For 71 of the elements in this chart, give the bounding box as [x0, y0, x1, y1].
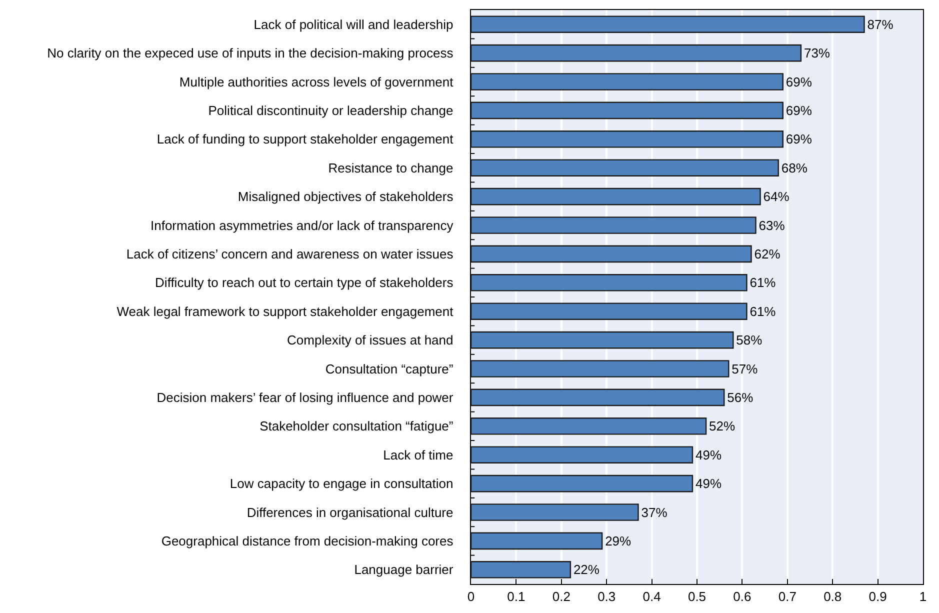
x-tick-label: 0.1	[507, 588, 526, 604]
y-tick-label: Low capacity to engage in consultation	[230, 476, 454, 492]
bar	[471, 216, 756, 234]
data-label: 56%	[727, 390, 754, 405]
y-tick-label: No clarity on the expeced use of inputs in the decision-making process	[47, 46, 454, 61]
data-label: 52%	[709, 418, 736, 434]
x-tick-label: 0.2	[552, 588, 570, 604]
y-tick-label: Consultation “capture”	[325, 361, 454, 376]
bar	[471, 504, 639, 521]
bar	[471, 532, 603, 550]
x-tick-label: 0.4	[642, 588, 661, 604]
bar	[471, 331, 734, 349]
x-tick-label: 0.7	[778, 588, 796, 604]
data-label: 87%	[867, 16, 894, 32]
data-label: 69%	[786, 74, 812, 90]
bar	[471, 159, 779, 176]
y-tick-label: Decision makers’ fear of losing influence and power	[156, 390, 454, 405]
data-label: 49%	[695, 476, 722, 492]
data-label: 73%	[804, 46, 830, 61]
bar	[471, 73, 784, 90]
y-tick-label: Multiple authorities across levels of government	[179, 74, 454, 90]
y-tick-label: Complexity of issues at hand	[287, 332, 454, 348]
data-label: 61%	[750, 304, 776, 319]
data-label: 68%	[781, 160, 808, 176]
y-tick-label: Lack of time	[383, 447, 454, 462]
y-tick-label: Misaligned objectives of stakeholders	[238, 189, 454, 204]
bar	[471, 245, 752, 263]
y-tick-label: Geographical distance from decision-making cores	[161, 534, 454, 548]
data-label: 57%	[732, 361, 758, 376]
y-tick-label: Resistance to change	[328, 160, 454, 176]
y-tick-label: Lack of funding to support stakeholder engagement	[156, 132, 454, 147]
bar	[471, 474, 694, 492]
data-label: 63%	[758, 218, 786, 233]
data-label: 22%	[573, 562, 600, 578]
x-tick-label: 0.9	[868, 588, 887, 604]
bar	[471, 16, 865, 33]
y-tick-label: Language barrier	[354, 562, 454, 578]
bar	[471, 188, 761, 206]
bar	[471, 302, 748, 320]
data-label: 58%	[736, 332, 763, 348]
bar	[471, 561, 572, 578]
bar	[471, 44, 802, 62]
data-label: 29%	[605, 533, 632, 548]
bar	[471, 130, 784, 148]
y-tick-label: Political discontinuity or leadership change	[208, 103, 454, 118]
y-tick-label: Lack of citizens’ concern and awareness on water issues	[126, 246, 454, 262]
y-tick-label: Differences in organisational culture	[246, 504, 454, 520]
y-tick-label: Lack of political will and leadership	[254, 16, 454, 32]
y-tick-label: Weak legal framework to support stakeholder engagement	[116, 304, 454, 319]
data-label: 37%	[641, 504, 668, 520]
bar	[471, 388, 725, 406]
x-tick-label: 0.8	[824, 588, 842, 604]
x-tick-label: 0.3	[598, 588, 616, 604]
data-label: 49%	[695, 447, 722, 462]
x-tick-label: 1	[919, 588, 927, 604]
data-label: 61%	[750, 275, 776, 290]
bar	[471, 418, 707, 435]
data-label: 64%	[763, 189, 790, 204]
y-tick-label: Information asymmetries and/or lack of transparency	[150, 218, 454, 233]
bar	[471, 446, 694, 464]
data-label: 69%	[786, 102, 812, 118]
data-label: 69%	[786, 132, 812, 147]
x-tick-label: 0.5	[688, 588, 706, 604]
y-tick-label: Difficulty to reach out to certain type of stakeholders	[155, 275, 454, 290]
bar	[471, 274, 748, 292]
x-tick-label: 0	[467, 588, 475, 604]
data-label: 62%	[754, 246, 781, 262]
bar	[471, 102, 784, 120]
y-tick-label: Stakeholder consultation “fatigue”	[260, 418, 454, 434]
bar	[471, 360, 730, 378]
x-tick-label: 0.6	[733, 588, 752, 604]
